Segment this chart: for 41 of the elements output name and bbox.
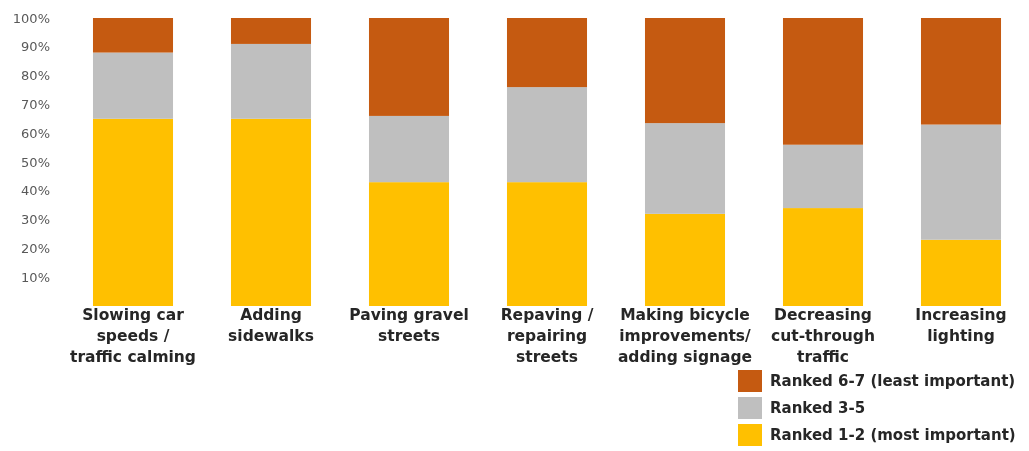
bar — [506, 18, 588, 88]
bar — [920, 239, 1002, 306]
bar — [644, 123, 726, 214]
y-tick-label: 80% — [21, 68, 50, 84]
y-tick-label: 70% — [21, 96, 50, 112]
legend-label: Ranked 3-5 — [770, 399, 866, 418]
bar — [92, 118, 174, 306]
bar — [230, 18, 312, 44]
x-tick-label: Repaving / repairing streets — [500, 306, 594, 366]
x-tick-label: Increasing lighting — [915, 306, 1007, 345]
bar — [644, 213, 726, 306]
bar — [920, 18, 1002, 125]
y-tick-label: 60% — [21, 125, 50, 141]
bar — [644, 18, 726, 124]
x-tick-label: Making bicycle improvements/ adding signage — [617, 306, 753, 366]
bar — [782, 144, 864, 209]
bar — [368, 18, 450, 116]
x-tick-label: Slowing car speeds / traffic calming — [70, 306, 196, 366]
legend-label: Ranked 6-7 (least important) — [770, 372, 1016, 391]
y-tick-label: 100% — [12, 10, 50, 26]
bar — [92, 52, 174, 119]
y-tick-label: 30% — [21, 212, 50, 228]
bar — [368, 115, 450, 183]
y-tick-label: 20% — [21, 240, 50, 256]
bar — [920, 124, 1002, 240]
bar — [782, 18, 864, 145]
x-tick-label: Decreasing cut-through traffic — [771, 306, 875, 366]
bar — [782, 208, 864, 306]
bar — [506, 87, 588, 183]
legend-label: Ranked 1-2 (most important) — [770, 426, 1016, 445]
y-tick-label: 40% — [21, 183, 50, 199]
bar — [230, 43, 312, 119]
y-tick-label: 90% — [21, 39, 50, 55]
bar — [92, 18, 174, 53]
y-tick-label: 50% — [21, 154, 50, 170]
bar — [368, 182, 450, 306]
x-tick-label: Paving gravel streets — [349, 306, 469, 345]
y-tick-label: 10% — [21, 269, 50, 285]
bar — [506, 182, 588, 306]
bar — [230, 118, 312, 306]
x-tick-label: Adding sidewalks — [228, 306, 314, 345]
